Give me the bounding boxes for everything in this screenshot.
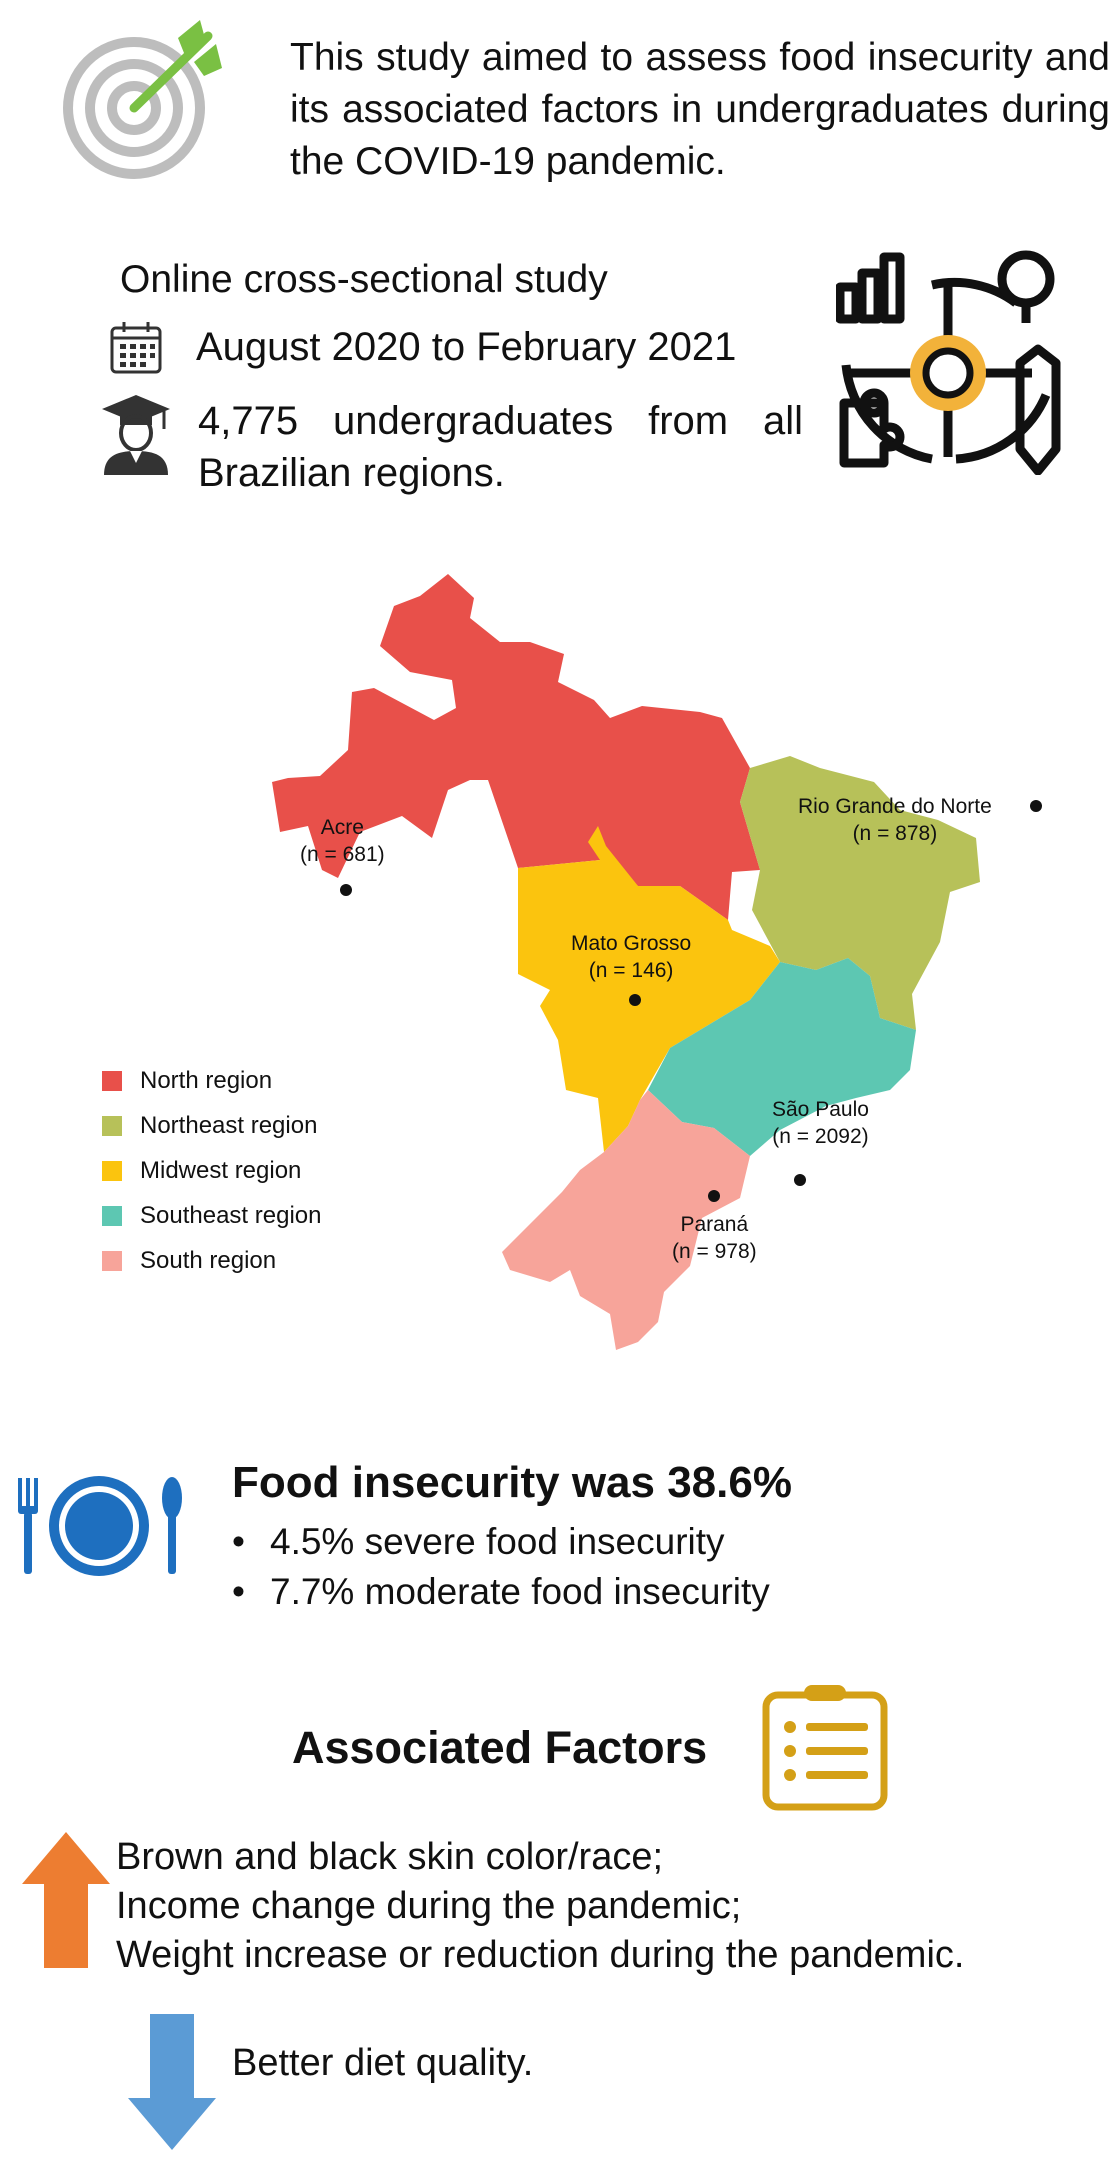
state-count: (n = 878) xyxy=(852,822,938,845)
south-region xyxy=(502,1090,750,1350)
arrow-up-icon xyxy=(22,1832,110,1968)
legend-swatch xyxy=(102,1161,122,1181)
state-label-parana: Paraná (n = 978) xyxy=(672,1211,757,1265)
legend-item-midwest: Midwest region xyxy=(102,1149,321,1193)
clipboard-list-icon xyxy=(762,1685,888,1811)
brazil-map xyxy=(272,574,1042,1350)
state-label-mato-grosso: Mato Grosso (n = 146) xyxy=(571,930,691,984)
state-label-rio-grande-do-norte: Rio Grande do Norte (n = 878) xyxy=(798,793,992,847)
food-insecurity-list: 4.5% severe food insecurity 7.7% moderat… xyxy=(232,1517,770,1617)
study-period: August 2020 to February 2021 xyxy=(196,325,737,369)
study-aim: This study aimed to assess food insecuri… xyxy=(290,36,1110,183)
increase-factors-list: Brown and black skin color/race; Income … xyxy=(116,1833,964,1980)
legend-label: Northeast region xyxy=(140,1112,318,1139)
legend-label: Midwest region xyxy=(140,1157,302,1184)
state-count: (n = 146) xyxy=(588,959,674,982)
state-count: (n = 681) xyxy=(300,843,385,866)
decrease-factor: Better diet quality. xyxy=(232,2042,534,2084)
legend-label: South region xyxy=(140,1247,277,1274)
state-count: (n = 2092) xyxy=(772,1125,869,1148)
legend-item-northeast: Northeast region xyxy=(102,1103,321,1149)
state-name: São Paulo xyxy=(772,1098,869,1121)
legend-swatch xyxy=(102,1251,122,1271)
list-item: Income change during the pandemic; xyxy=(116,1885,742,1927)
plate-cutlery-icon xyxy=(18,1476,182,1576)
study-design: Online cross-sectional study xyxy=(120,258,608,301)
state-name: Rio Grande do Norte xyxy=(798,795,992,818)
legend-swatch xyxy=(102,1206,122,1226)
southeast-region xyxy=(648,958,916,1156)
state-name: Mato Grosso xyxy=(571,932,692,955)
midwest-region xyxy=(518,826,780,1152)
state-label-sao-paulo: São Paulo (n = 2092) xyxy=(772,1096,869,1150)
legend-swatch xyxy=(102,1116,122,1136)
legend-item-southeast: Southeast region xyxy=(102,1193,321,1239)
north-region xyxy=(272,574,760,920)
legend-label: Southeast region xyxy=(140,1202,322,1229)
legend-label: North region xyxy=(140,1067,273,1094)
legend-item-north: North region xyxy=(102,1059,321,1103)
calendar-icon xyxy=(110,322,162,374)
food-insecurity-headline: Food insecurity was 38.6% xyxy=(232,1458,792,1507)
state-name: Acre xyxy=(320,816,364,839)
graduate-icon xyxy=(102,395,170,475)
state-name: Paraná xyxy=(680,1213,749,1236)
list-item: 4.5% severe food insecurity xyxy=(232,1517,770,1567)
list-item: Weight increase or reduction during the … xyxy=(116,1934,965,1976)
state-count: (n = 978) xyxy=(672,1240,757,1263)
list-item: 7.7% moderate food insecurity xyxy=(232,1567,770,1617)
list-item: Brown and black skin color/race; xyxy=(116,1836,664,1878)
associated-factors-title: Associated Factors xyxy=(292,1722,708,1773)
arrow-down-icon xyxy=(128,2014,216,2150)
state-label-acre: Acre (n = 681) xyxy=(300,814,385,868)
research-icon xyxy=(836,250,1061,475)
map-legend: North region Northeast region Midwest re… xyxy=(102,1059,321,1283)
northeast-region xyxy=(740,756,980,1030)
legend-swatch xyxy=(102,1071,122,1091)
target-icon xyxy=(63,20,222,179)
study-sample: 4,775 undergraduates from all Brazilian … xyxy=(198,399,803,495)
legend-item-south: South region xyxy=(102,1239,321,1283)
